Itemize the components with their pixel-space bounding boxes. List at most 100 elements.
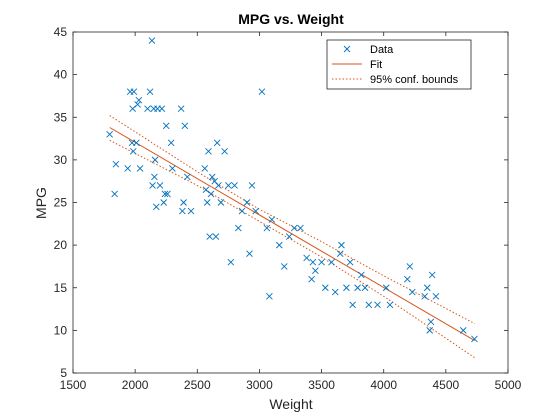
data-point-79	[349, 301, 356, 309]
data-point-75	[336, 250, 344, 257]
data-point-81-stroke-b	[358, 271, 365, 279]
data-point-61	[268, 216, 276, 223]
data-point-87-stroke-b	[404, 275, 411, 283]
data-point-76	[338, 241, 345, 249]
data-point-64-stroke-b	[285, 233, 293, 240]
x-tick-label-5: 4000	[370, 378, 397, 392]
data-point-52	[234, 224, 242, 232]
data-point-33-stroke-b	[181, 122, 189, 130]
data-point-51	[231, 182, 238, 189]
data-point-40-stroke-b	[206, 233, 214, 240]
data-point-67-stroke-b	[303, 254, 310, 262]
data-point-69-stroke-b	[309, 258, 317, 266]
legend-fit-label: Fit	[370, 59, 382, 71]
data-point-83-stroke-b	[365, 301, 373, 309]
data-point-12	[136, 165, 144, 172]
data-point-6-stroke-b	[129, 105, 136, 113]
y-tick-label-1: 10	[54, 323, 68, 337]
data-point-89	[408, 288, 416, 296]
y-tick-label-6: 35	[54, 110, 68, 124]
data-point-90	[421, 292, 429, 300]
data-point-35	[187, 207, 195, 215]
data-point-46	[215, 182, 222, 189]
data-point-96-stroke-b	[459, 327, 467, 334]
data-point-60	[266, 292, 273, 300]
data-point-18	[151, 173, 158, 181]
data-point-85-stroke-b	[382, 284, 390, 292]
data-point-14-stroke-b	[146, 88, 154, 95]
x-tick-label-7: 5000	[495, 378, 522, 392]
data-point-6	[129, 105, 136, 113]
data-point-88	[406, 263, 414, 270]
data-point-56-stroke-b	[248, 182, 256, 189]
data-point-27	[164, 190, 171, 198]
legend-bounds-label: 95% conf. bounds	[370, 74, 459, 86]
data-point-82-stroke-b	[361, 284, 369, 292]
y-tick-label-4: 25	[54, 196, 68, 210]
data-point-29-stroke-b	[169, 165, 176, 172]
data-point-15	[148, 37, 156, 44]
data-point-30-stroke-b	[177, 105, 185, 113]
data-point-23-stroke-b	[158, 105, 166, 113]
data-point-52-stroke-b	[234, 224, 242, 232]
confidence-bounds-layer	[109, 115, 475, 359]
data-point-84	[374, 301, 381, 309]
data-point-28-stroke-b	[167, 139, 175, 147]
data-point-13-stroke-b	[144, 105, 151, 113]
data-point-24-stroke-b	[160, 199, 168, 206]
legend-data-label: Data	[370, 44, 394, 56]
data-point-60-stroke-b	[266, 292, 273, 300]
data-point-45-stroke-b	[213, 139, 221, 147]
data-point-65	[290, 224, 298, 232]
data-point-86	[386, 301, 394, 309]
data-point-76-stroke-b	[338, 241, 345, 249]
data-point-71	[318, 258, 325, 266]
data-point-97	[471, 335, 478, 343]
data-point-58	[258, 88, 266, 95]
data-point-19-stroke-b	[151, 156, 159, 164]
data-point-93-stroke-b	[427, 318, 435, 326]
data-point-25	[161, 190, 169, 198]
data-point-63	[280, 263, 288, 270]
data-point-41-stroke-b	[207, 190, 215, 198]
y-tick-label-3: 20	[54, 238, 68, 252]
x-axis-ticks: 1500 2000 2500 3000 3500 4000 4500 5000	[60, 32, 522, 392]
data-point-66	[297, 224, 304, 232]
data-point-67	[303, 254, 310, 262]
data-point-91	[423, 284, 431, 292]
data-point-36-stroke-b	[201, 165, 209, 172]
data-point-51-stroke-b	[231, 182, 238, 189]
data-point-42-stroke-b	[208, 173, 216, 181]
data-point-30	[177, 105, 185, 113]
data-point-55	[246, 250, 253, 257]
data-point-9-stroke-b	[133, 139, 140, 147]
data-point-7-stroke-b	[129, 148, 137, 155]
data-point-54	[243, 199, 251, 206]
y-tick-label-5: 30	[54, 153, 68, 167]
data-point-16-stroke-b	[149, 182, 156, 189]
data-point-79-stroke-b	[349, 301, 356, 309]
y-tick-label-2: 15	[54, 281, 68, 295]
data-point-54-stroke-b	[243, 199, 251, 206]
data-point-18-stroke-b	[151, 173, 158, 181]
data-point-14	[146, 88, 154, 95]
y-axis-ticks: 5 10 15 20 25 30 35 40 45	[54, 25, 508, 380]
data-point-9	[133, 139, 140, 147]
data-point-72-stroke-b	[321, 284, 329, 292]
data-point-75-stroke-b	[336, 250, 344, 257]
data-point-43-stroke-b	[211, 177, 219, 185]
data-point-53	[238, 207, 246, 215]
data-point-78-stroke-b	[346, 258, 354, 266]
data-point-92	[426, 327, 434, 334]
data-point-77	[343, 284, 350, 292]
data-point-48-stroke-b	[221, 148, 228, 155]
data-point-58-stroke-b	[258, 88, 266, 95]
data-point-55-stroke-b	[246, 250, 253, 257]
data-point-34-stroke-b	[184, 173, 191, 181]
data-point-10	[134, 101, 141, 108]
data-point-73	[328, 258, 335, 266]
data-point-28	[167, 139, 175, 147]
legend-data-marker	[343, 45, 351, 53]
data-point-57	[252, 207, 260, 215]
data-point-0	[106, 130, 113, 138]
